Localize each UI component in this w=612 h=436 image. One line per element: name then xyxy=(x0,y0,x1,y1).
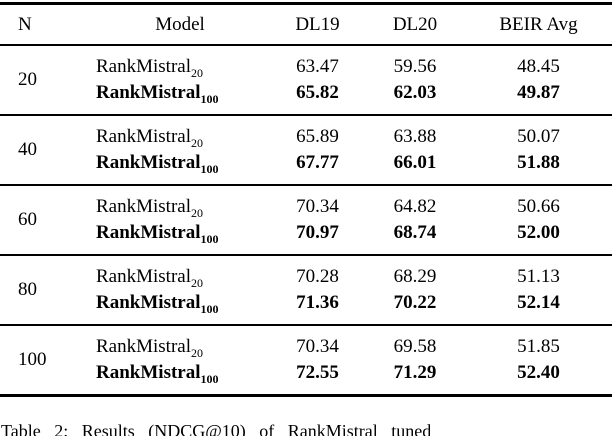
dl19-value: 70.34 xyxy=(296,196,339,217)
model-subscript: 20 xyxy=(191,65,203,80)
model-name: RankMistral xyxy=(96,152,201,173)
model-subscript: 20 xyxy=(191,345,203,360)
table-group-n80: 80 RankMistral20 70.28 68.29 51.13 RankM… xyxy=(0,256,612,324)
dl20-value: 62.03 xyxy=(393,82,437,103)
model-cell: RankMistral100 xyxy=(90,360,270,386)
n-value: 20 xyxy=(18,69,37,90)
dl19-value: 70.97 xyxy=(296,222,339,243)
model-subscript: 20 xyxy=(191,275,203,290)
model-subscript: 100 xyxy=(200,231,219,246)
dl19-value: 63.47 xyxy=(296,56,339,77)
col-header-dl20: DL20 xyxy=(392,13,438,35)
group-separator-rule xyxy=(0,184,612,186)
group-separator-rule xyxy=(0,254,612,256)
model-cell: RankMistral100 xyxy=(90,220,270,246)
dl20-value: 64.82 xyxy=(393,196,437,217)
n-value: 80 xyxy=(18,279,37,300)
beir-avg-value: 52.40 xyxy=(517,362,560,383)
model-name: RankMistral xyxy=(96,82,201,103)
dl20-value: 66.01 xyxy=(393,152,437,173)
dl19-value: 70.28 xyxy=(296,266,339,287)
dl19-value: 65.82 xyxy=(296,82,339,103)
model-cell: RankMistral20 xyxy=(90,194,270,220)
model-cell: RankMistral100 xyxy=(90,150,270,176)
model-cell: RankMistral20 xyxy=(90,124,270,150)
model-name: RankMistral xyxy=(96,266,191,287)
dl19-value: 72.55 xyxy=(296,362,339,383)
dl20-value: 70.22 xyxy=(393,292,437,313)
model-subscript: 20 xyxy=(191,135,203,150)
dl20-value: 59.56 xyxy=(393,56,437,77)
model-cell: RankMistral100 xyxy=(90,80,270,106)
table-bottom-rule xyxy=(0,394,612,397)
col-header-beir-avg: BEIR Avg xyxy=(499,13,578,35)
model-cell: RankMistral20 xyxy=(90,334,270,360)
model-subscript: 100 xyxy=(200,161,219,176)
table-header-row: N Model DL19 DL20 BEIR Avg xyxy=(0,5,612,44)
dl20-value: 63.88 xyxy=(393,126,437,147)
model-subscript: 20 xyxy=(191,205,203,220)
beir-avg-value: 49.87 xyxy=(517,82,560,103)
model-subscript: 100 xyxy=(200,371,219,386)
model-cell: RankMistral100 xyxy=(90,290,270,316)
dl19-value: 65.89 xyxy=(296,126,339,147)
model-subscript: 100 xyxy=(200,301,219,316)
beir-avg-value: 50.66 xyxy=(517,196,560,217)
table-top-rule xyxy=(0,2,612,5)
model-name: RankMistral xyxy=(96,336,191,357)
beir-avg-value: 51.85 xyxy=(517,336,560,357)
model-name: RankMistral xyxy=(96,222,201,243)
col-header-model: Model xyxy=(155,13,205,35)
dl20-value: 71.29 xyxy=(393,362,437,383)
model-subscript: 100 xyxy=(200,91,219,106)
n-value: 60 xyxy=(18,209,37,230)
col-header-dl19: DL19 xyxy=(295,13,340,35)
group-separator-rule xyxy=(0,114,612,116)
dl20-value: 68.29 xyxy=(393,266,437,287)
table-caption: Table 2: Results (NDCG@10) of RankMistra… xyxy=(1,421,432,436)
beir-avg-value: 52.00 xyxy=(517,222,560,243)
model-cell: RankMistral20 xyxy=(90,264,270,290)
table-group-n20: 20 RankMistral20 63.47 59.56 48.45 RankM… xyxy=(0,46,612,114)
beir-avg-value: 48.45 xyxy=(517,56,560,77)
beir-avg-value: 50.07 xyxy=(517,126,560,147)
beir-avg-value: 51.13 xyxy=(517,266,560,287)
beir-avg-value: 52.14 xyxy=(517,292,560,313)
model-cell: RankMistral20 xyxy=(90,54,270,80)
model-name: RankMistral xyxy=(96,292,201,313)
dl19-value: 67.77 xyxy=(296,152,339,173)
dl19-value: 71.36 xyxy=(296,292,339,313)
dl20-value: 68.74 xyxy=(393,222,437,243)
table-group-n60: 60 RankMistral20 70.34 64.82 50.66 RankM… xyxy=(0,186,612,254)
n-value: 40 xyxy=(18,139,37,160)
model-name: RankMistral xyxy=(96,196,191,217)
header-separator-rule xyxy=(0,44,612,46)
dl19-value: 70.34 xyxy=(296,336,339,357)
table-group-n40: 40 RankMistral20 65.89 63.88 50.07 RankM… xyxy=(0,116,612,184)
beir-avg-value: 51.88 xyxy=(517,152,560,173)
model-name: RankMistral xyxy=(96,362,201,383)
model-name: RankMistral xyxy=(96,56,191,77)
model-name: RankMistral xyxy=(96,126,191,147)
table-group-n100: 100 RankMistral20 70.34 69.58 51.85 Rank… xyxy=(0,326,612,394)
col-header-n: N xyxy=(18,13,32,35)
dl20-value: 69.58 xyxy=(393,336,437,357)
group-separator-rule xyxy=(0,324,612,326)
n-value: 100 xyxy=(18,349,47,370)
